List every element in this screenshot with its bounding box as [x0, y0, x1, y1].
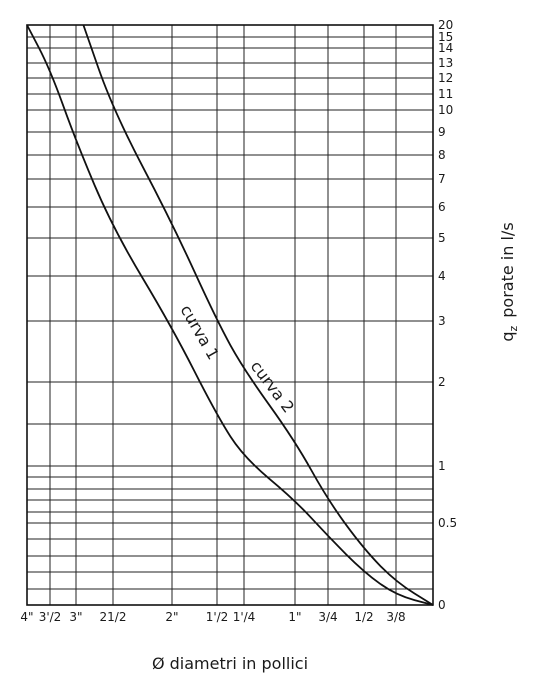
- x-tick-label: 3/4: [318, 610, 337, 624]
- y-tick-label: 20: [438, 18, 453, 32]
- x-tick-label: 2": [165, 610, 178, 624]
- y-tick-label: 14: [438, 41, 453, 55]
- y-tick-label: 5: [438, 231, 446, 245]
- x-tick-label: 1": [288, 610, 301, 624]
- y-tick-label: 9: [438, 125, 446, 139]
- y-tick-label: 12: [438, 71, 453, 85]
- x-tick-label: 1'/4: [233, 610, 256, 624]
- y-tick-label: 11: [438, 87, 453, 101]
- x-tick-label: 1/2: [354, 610, 373, 624]
- plot-frame: [26, 24, 434, 606]
- y-axis-label-subscript: z: [507, 326, 520, 332]
- curve-label-2: curva 2: [247, 357, 298, 416]
- x-tick-label: 1'/2: [206, 610, 229, 624]
- y-tick-label: 3: [438, 314, 446, 328]
- grid: [26, 24, 434, 606]
- x-tick-label: 3/8: [386, 610, 405, 624]
- y-tick-label: 4: [438, 269, 446, 283]
- x-tick-label: 21/2: [100, 610, 127, 624]
- y-tick-label: 7: [438, 172, 446, 186]
- x-tick-labels: 4" 3'/2 3" 21/2 2" 1'/2 1'/4 1" 3/4 1/2 3/8: [20, 610, 405, 624]
- curve-label-1: curva 1: [177, 301, 223, 363]
- curve-labels: curva 1 curva 2: [177, 301, 299, 416]
- curve-2: [82, 24, 434, 606]
- y-tick-label: 1: [438, 459, 446, 473]
- curves: [26, 24, 434, 606]
- y-axis-label-rest: porate in l/s: [498, 222, 517, 317]
- y-tick-label: 13: [438, 56, 453, 70]
- x-tick-label: 4": [20, 610, 33, 624]
- y-tick-label: 2: [438, 375, 446, 389]
- y-tick-label: 15: [438, 30, 453, 44]
- curve-1: [26, 24, 434, 606]
- x-axis-label: Ø diametri in pollici: [152, 654, 308, 673]
- y-axis-label-q: q: [498, 332, 517, 342]
- y-tick-label: 0.5: [438, 516, 457, 530]
- y-tick-label: 6: [438, 200, 446, 214]
- y-axis-label: qz porate in l/s: [498, 222, 520, 341]
- y-tick-label: 10: [438, 103, 453, 117]
- y-tick-label: 8: [438, 148, 446, 162]
- y-tick-label: 0: [438, 598, 446, 612]
- x-tick-label: 3": [69, 610, 82, 624]
- x-tick-label: 3'/2: [39, 610, 62, 624]
